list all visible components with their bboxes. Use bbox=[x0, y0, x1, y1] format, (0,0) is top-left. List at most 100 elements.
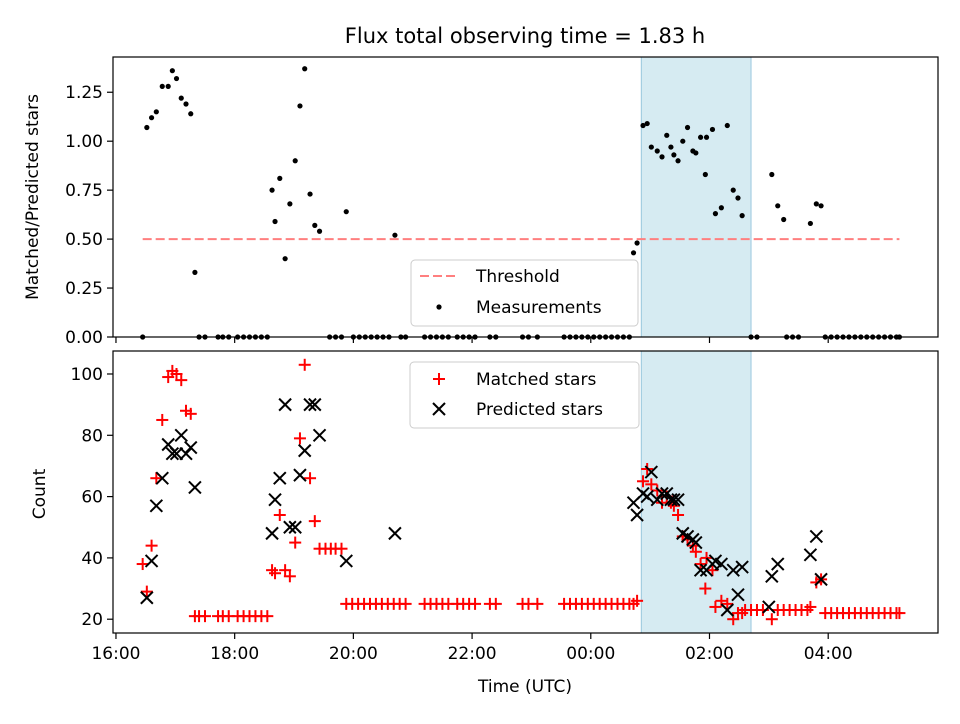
matched-star-point bbox=[298, 358, 311, 371]
predicted-star-point bbox=[640, 489, 654, 504]
predicted-star-point bbox=[293, 468, 307, 482]
measurement-point bbox=[630, 250, 637, 256]
measurement-point bbox=[735, 195, 741, 201]
matched-star-point bbox=[184, 407, 197, 420]
predicted-star-point bbox=[188, 480, 202, 495]
predicted-star-point bbox=[140, 591, 154, 605]
predicted-star-point bbox=[165, 446, 180, 461]
measurement-point bbox=[739, 213, 745, 219]
matched-star-point bbox=[721, 597, 734, 610]
measurement-point bbox=[654, 148, 660, 154]
measurement-point bbox=[343, 209, 349, 215]
measurement-point bbox=[183, 101, 189, 107]
predicted-star-point bbox=[278, 397, 292, 412]
measurement-point bbox=[634, 240, 640, 246]
top-x-ticks bbox=[115, 337, 829, 343]
top-y-ticks: 0.00 0.25 0.50 0.75 1.00 1.25 bbox=[65, 83, 113, 348]
predicted-star-point bbox=[339, 554, 353, 568]
measurement-point bbox=[769, 171, 775, 178]
matched-star-point bbox=[273, 508, 286, 521]
matched-star-point bbox=[531, 597, 544, 610]
x-tick-label-3: 22:00 bbox=[448, 644, 497, 664]
top-chart-title: Flux total observing time = 1.83 h bbox=[345, 24, 705, 48]
predicted-star-point bbox=[803, 548, 818, 562]
threshold-legend-label: Threshold bbox=[475, 267, 560, 287]
measurement-point bbox=[302, 66, 308, 72]
measurement-point bbox=[648, 144, 654, 150]
measurement-point bbox=[675, 158, 681, 164]
matched-legend-label: Matched stars bbox=[476, 370, 596, 390]
measurement-point bbox=[192, 269, 198, 275]
matched-star-point bbox=[700, 551, 713, 564]
x-axis-label: Time (UTC) bbox=[477, 677, 572, 697]
measurement-point bbox=[644, 120, 650, 127]
predicted-stars-points bbox=[140, 397, 828, 617]
matched-star-point bbox=[145, 539, 158, 552]
matched-star-point bbox=[399, 597, 412, 610]
matched-stars-points bbox=[136, 358, 906, 626]
predicted-star-point bbox=[303, 397, 317, 412]
predicted-star-point bbox=[762, 600, 776, 614]
measurement-point bbox=[693, 150, 699, 156]
matched-star-point bbox=[293, 432, 306, 445]
x-tick-label-6: 04:00 bbox=[804, 644, 853, 664]
measurement-point bbox=[178, 95, 184, 101]
predicted-legend-swatch bbox=[432, 402, 446, 416]
top-panel: Flux total observing time = 1.83 h 0.000… bbox=[23, 24, 939, 348]
predicted-star-point bbox=[731, 587, 745, 602]
predicted-star-point bbox=[689, 535, 703, 550]
bottom-legend: Matched stars Predicted stars bbox=[409, 361, 640, 429]
predicted-star-point bbox=[388, 526, 402, 541]
bottom-axes-frame bbox=[112, 350, 939, 634]
matched-star-point bbox=[140, 585, 153, 598]
matched-star-point bbox=[283, 570, 296, 583]
bottom-y-tick-label-4: 100 bbox=[71, 365, 103, 385]
predicted-star-point bbox=[655, 486, 669, 501]
measurement-point bbox=[169, 68, 175, 74]
matched-star-point bbox=[804, 600, 817, 613]
predicted-star-point bbox=[169, 446, 184, 461]
x-tick-label-1: 18:00 bbox=[210, 644, 259, 664]
matched-star-point bbox=[672, 508, 685, 521]
x-tick-label-5: 02:00 bbox=[685, 644, 734, 664]
matched-star-point bbox=[198, 610, 211, 623]
top-y-tick-label-3: 0.75 bbox=[65, 181, 103, 201]
matched-star-point bbox=[631, 594, 644, 607]
measurement-point bbox=[640, 122, 646, 129]
x-tick-label-2: 20:00 bbox=[329, 644, 378, 664]
predicted-star-point bbox=[671, 492, 685, 507]
bottom-y-tick-label-2: 60 bbox=[81, 488, 103, 508]
predicted-star-point bbox=[720, 603, 735, 617]
predicted-star-point bbox=[693, 563, 708, 577]
measurement-point bbox=[813, 201, 819, 207]
predicted-star-point bbox=[184, 440, 198, 455]
predicted-star-point bbox=[714, 557, 729, 571]
predicted-star-point bbox=[667, 492, 681, 507]
measurement-point bbox=[703, 134, 710, 140]
bottom-y-tick-label-0: 20 bbox=[81, 610, 103, 630]
top-y-tick-label-1: 0.25 bbox=[65, 279, 103, 299]
matched-star-point bbox=[335, 542, 348, 555]
matched-star-point bbox=[645, 478, 658, 491]
top-y-axis-label: Matched/Predicted stars bbox=[23, 94, 43, 300]
matched-star-point bbox=[156, 413, 169, 426]
measurement-point bbox=[668, 144, 674, 150]
predicted-star-point bbox=[144, 554, 159, 568]
predicted-star-point bbox=[735, 560, 749, 574]
predicted-star-point bbox=[726, 563, 740, 577]
measurement-point bbox=[712, 211, 719, 217]
bottom-panel: 20 40 60 80 100 16:00 18:00 20:00 22:00 00:00 02:… bbox=[30, 350, 939, 697]
predicted-star-point bbox=[268, 492, 282, 507]
measurement-point bbox=[153, 109, 159, 115]
predicted-star-point bbox=[809, 529, 824, 544]
measurements-legend-swatch bbox=[436, 304, 442, 310]
measurement-point bbox=[709, 126, 716, 133]
bottom-y-tick-label-1: 40 bbox=[81, 549, 103, 569]
top-y-tick-label-2: 0.50 bbox=[65, 230, 103, 250]
matched-star-point bbox=[694, 558, 707, 571]
matched-star-point bbox=[709, 600, 722, 613]
bottom-y-axis-label: Count bbox=[30, 468, 50, 519]
matched-star-point bbox=[637, 475, 650, 488]
matched-star-point bbox=[150, 472, 163, 485]
